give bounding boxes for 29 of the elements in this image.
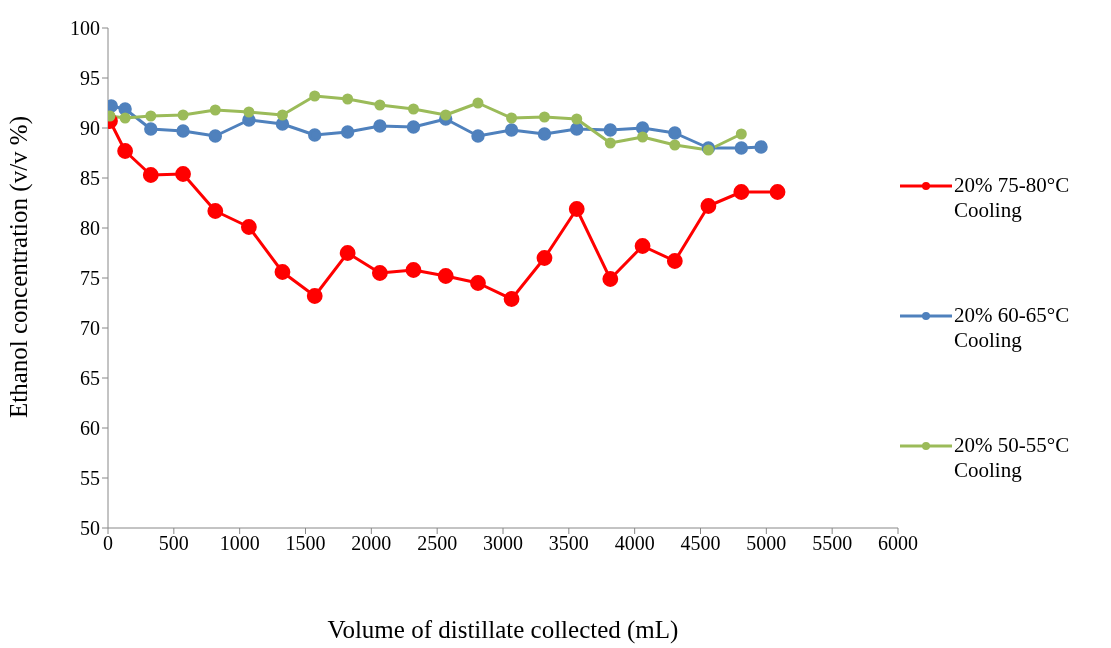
y-tick-label: 70 [80,317,100,340]
y-axis-title: Ethanol concentration (v/v %) [4,116,33,418]
y-tick-label: 50 [80,517,100,540]
x-tick-label: 4500 [680,532,721,555]
y-tick-label: 90 [80,117,100,140]
y-tick-label: 75 [80,267,100,290]
legend-label: 20% 50-55°C Cooling [954,433,1071,483]
x-tick-label: 0 [103,532,113,555]
x-tick-label: 2500 [417,532,458,555]
x-tick-label: 6000 [878,532,918,555]
y-tick-label: 65 [80,367,100,390]
x-tick-label: 3000 [483,532,523,555]
x-tick-label: 3500 [548,532,589,555]
x-tick-label: 1000 [219,532,260,555]
legend-label: 20% 75-80°C Cooling [954,173,1071,223]
x-tick-label: 1500 [285,532,326,555]
x-tick-label: 5000 [746,532,787,555]
x-axis-title: Volume of distillate collected (mL) [327,616,679,644]
x-tick-label: 5500 [812,532,853,555]
y-tick-label: 85 [80,167,100,190]
y-tick-label: 80 [80,217,100,240]
legend-label: 20% 60-65°C Cooling [954,303,1071,353]
y-tick-label: 95 [80,67,100,90]
x-tick-label: 2000 [351,532,392,555]
y-tick-label: 60 [80,417,100,440]
y-tick-label: 55 [80,467,100,490]
x-tick-label: 4000 [614,532,655,555]
y-tick-label: 100 [70,17,100,40]
x-tick-label: 500 [158,532,189,555]
